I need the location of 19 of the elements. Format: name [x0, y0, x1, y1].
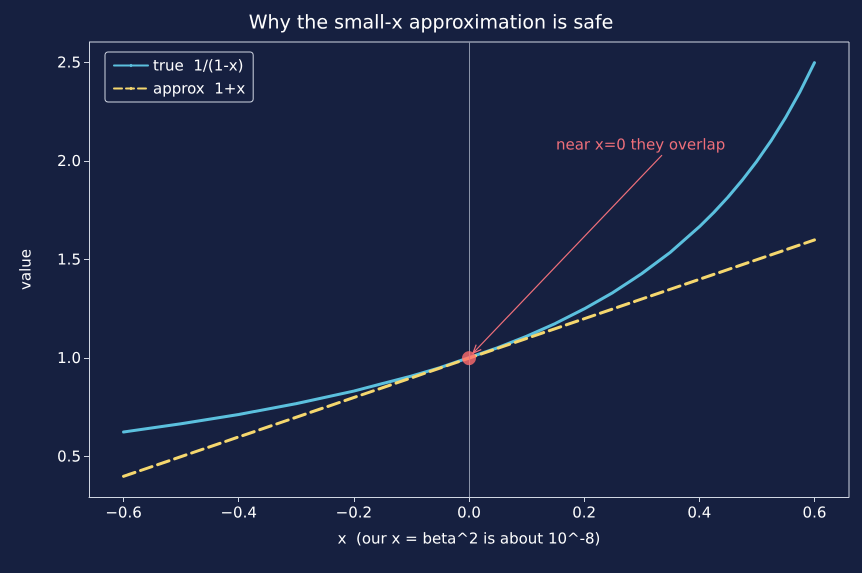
y-tick-label: 2.5: [57, 54, 81, 72]
x-tick-label: −0.4: [220, 504, 257, 522]
y-tick-label: 1.5: [57, 250, 81, 269]
x-tick-label: −0.6: [105, 504, 142, 522]
y-tick-label: 2.0: [57, 152, 81, 170]
chart-title: Why the small-x approximation is safe: [248, 12, 614, 34]
line-series: [122, 61, 816, 434]
x-tick-label: 0.4: [687, 504, 712, 522]
x-tick-label: 0.0: [457, 504, 481, 522]
legend-label: approx 1+x: [153, 80, 246, 98]
x-tick-label: −0.2: [336, 504, 372, 522]
legend-label: true 1/(1-x): [153, 56, 244, 74]
y-tick-label: 0.5: [57, 448, 81, 466]
y-tick-label: 1.0: [57, 349, 81, 368]
y-axis-title: value: [16, 249, 34, 290]
annotation: near x=0 they overlap: [556, 136, 726, 154]
x-axis-title: x (our x = beta^2 is about 10^-8): [338, 530, 600, 548]
x-tick-label: 0.6: [802, 504, 826, 522]
x-tick-label: 0.2: [572, 504, 596, 522]
